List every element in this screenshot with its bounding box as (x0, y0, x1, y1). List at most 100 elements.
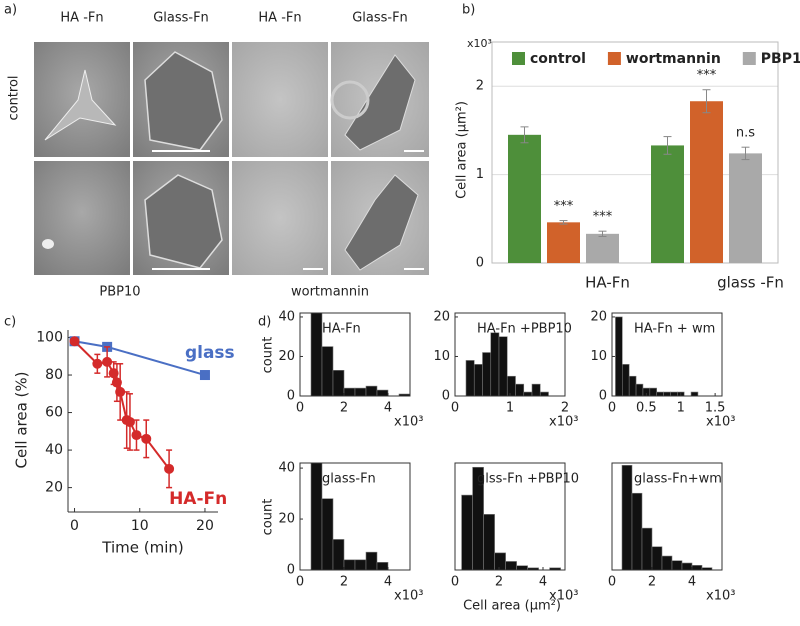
x-tick-label: 2 (561, 401, 569, 416)
y-tick-label: 10 (590, 349, 607, 364)
histogram-bar (343, 387, 356, 397)
histogram-bar (494, 552, 506, 571)
x-tick-label: 0.5 (636, 401, 657, 416)
x-tick-label: HA-Fn (585, 274, 630, 292)
bar (690, 101, 723, 263)
micrographs (34, 42, 429, 275)
micrograph (232, 161, 328, 275)
plot-frame (491, 41, 779, 264)
histogram-bar (310, 462, 323, 571)
y-axis-label: Cell area (%) (13, 372, 31, 469)
x-tick-label: 2 (340, 401, 348, 416)
y-tick-label: 20 (590, 309, 607, 324)
legend-label: control (530, 51, 586, 67)
y-tick-label: 20 (278, 512, 295, 527)
histogram-bar (365, 385, 378, 397)
x-tick-label: 20 (196, 518, 214, 534)
x-tick-label: 1 (506, 401, 514, 416)
marker (131, 430, 142, 441)
x-multiplier: x10³ (706, 415, 735, 430)
y-tick-label: 0 (599, 389, 607, 404)
histogram-bar (681, 562, 693, 571)
plot-frame (611, 462, 723, 571)
histogram-bar (483, 514, 495, 571)
bar (508, 134, 541, 263)
x-tick-label: 4 (384, 401, 392, 416)
histogram-bar (663, 391, 671, 397)
x-tick-label: 4 (384, 575, 392, 590)
histogram-bar (515, 383, 525, 397)
marker (115, 386, 126, 397)
histogram-title: glass-Fn (322, 472, 376, 487)
histogram-bar (671, 560, 683, 571)
histogram-bar (621, 465, 633, 571)
x-tick-label: 0 (451, 401, 459, 416)
cell-shape (330, 80, 370, 120)
marker (164, 463, 175, 474)
legend-swatch (742, 52, 756, 65)
marker (111, 377, 122, 388)
y-tick-label: 2 (476, 79, 484, 94)
y-axis-label: count (261, 499, 276, 536)
x-tick-label: 10 (131, 518, 149, 534)
bar (547, 222, 580, 263)
column-header: HA -Fn (258, 11, 301, 26)
y-tick-label: 0 (442, 389, 450, 404)
series-label: glass (185, 343, 235, 363)
histogram-bar (523, 391, 533, 397)
annotation: *** (697, 68, 717, 83)
histogram-bar (310, 312, 323, 397)
cell-shape (42, 239, 54, 249)
histogram-bar (631, 492, 643, 571)
legend-swatch (607, 52, 621, 65)
micrograph (232, 42, 328, 157)
y-tick-label: 1 (476, 167, 484, 182)
marker (141, 433, 152, 444)
legend-label: wortmannin (626, 51, 721, 67)
x-axis-label: Cell area (µm²) (463, 599, 561, 614)
histogram-bar (465, 360, 475, 397)
x-tick-label: 0 (70, 518, 79, 534)
plot-frame (611, 312, 723, 397)
marker (102, 356, 113, 367)
histogram-bar (321, 346, 334, 397)
x-multiplier: x10³ (549, 589, 578, 604)
histogram-bar (498, 336, 508, 397)
histogram-bar (461, 494, 473, 571)
panel-label: c) (4, 315, 16, 330)
micrograph (34, 161, 130, 275)
column-header: HA -Fn (60, 11, 103, 26)
histogram-bar (635, 383, 644, 397)
histogram-bar (516, 565, 528, 571)
panel-label: d) (258, 315, 271, 330)
x-tick-label: 0 (608, 401, 616, 416)
histogram-bar (690, 391, 699, 397)
histogram-bar (651, 546, 663, 571)
bar (729, 153, 762, 263)
histogram-title: HA-Fn (322, 322, 361, 337)
x-tick-label: 0 (296, 401, 304, 416)
y-tick-label: 20 (433, 309, 450, 324)
histogram-bar (641, 527, 653, 571)
histogram-bar (354, 387, 367, 397)
x-multiplier: x10³ (394, 589, 423, 604)
x-tick-label: 2 (648, 575, 656, 590)
y-axis-label: Cell area (µm²) (455, 101, 470, 199)
histogram-bar (376, 562, 389, 571)
plot-frame (299, 312, 411, 397)
bar (651, 145, 684, 263)
histogram-bar (649, 387, 657, 397)
x-tick-label: glass -Fn (717, 274, 784, 292)
annotation: *** (554, 199, 574, 214)
histogram-bar (482, 352, 492, 397)
histogram-bar (656, 391, 664, 397)
x-tick-label: 0 (451, 575, 459, 590)
y-tick-label: 60 (45, 405, 63, 421)
y-axis-label: count (261, 337, 276, 374)
histogram-bar (670, 391, 678, 397)
y-tick-label: 80 (45, 367, 63, 383)
y-tick-label: 0 (476, 256, 484, 271)
cell-shape (144, 174, 223, 269)
y-tick-label: 100 (36, 330, 63, 346)
histogram-bar (473, 364, 483, 397)
